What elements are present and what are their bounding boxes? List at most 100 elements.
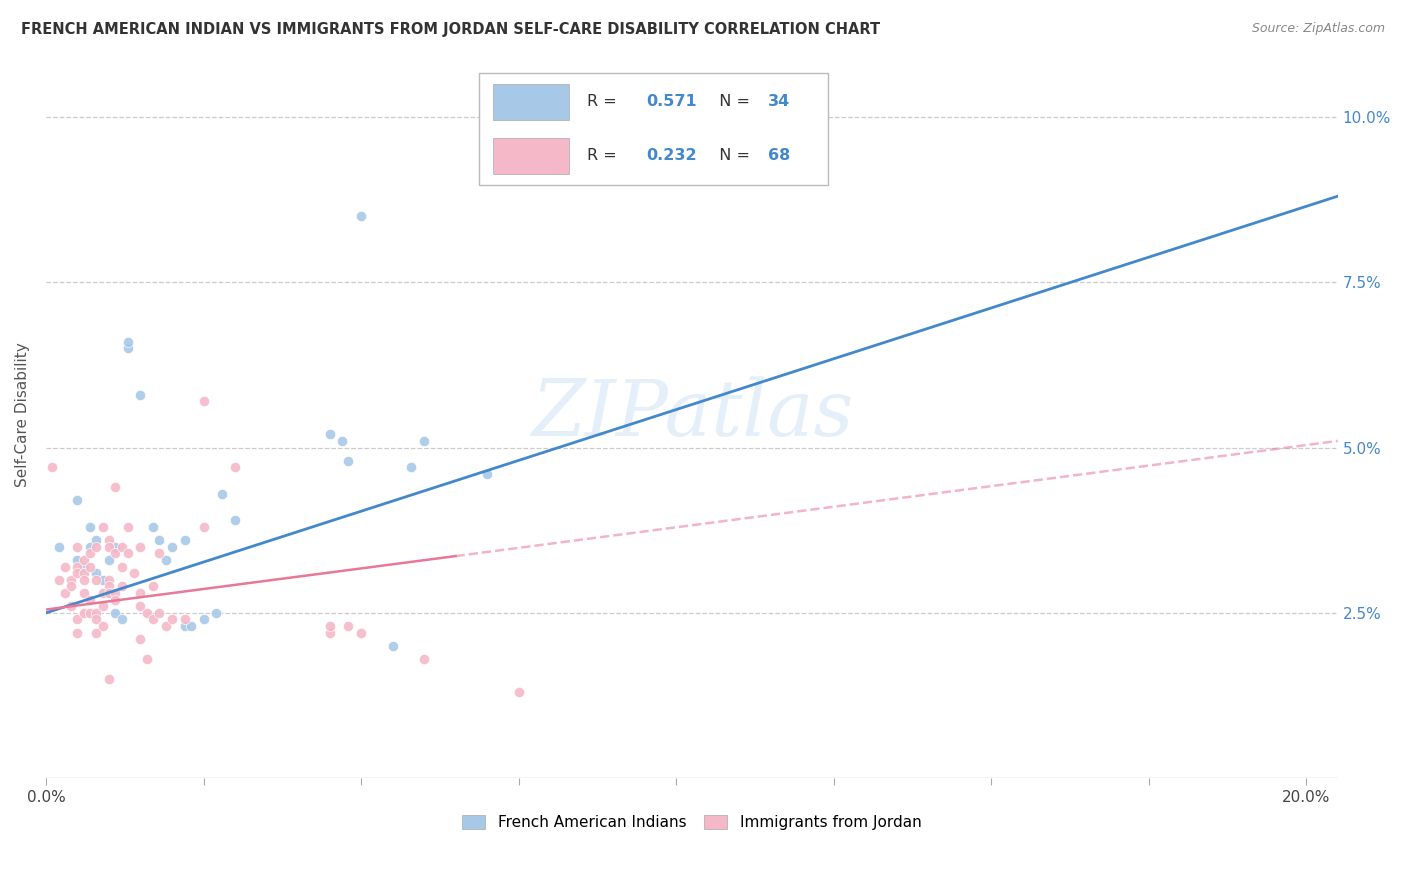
Point	[91, 520, 114, 534]
Point	[86, 573, 108, 587]
Point	[173, 612, 195, 626]
Point	[86, 625, 108, 640]
Point	[98, 579, 121, 593]
Point	[381, 639, 404, 653]
Point	[73, 566, 96, 581]
Point	[142, 520, 165, 534]
Point	[60, 599, 83, 614]
Y-axis label: Self-Care Disability: Self-Care Disability	[15, 342, 30, 487]
Point	[86, 566, 108, 581]
Point	[104, 586, 127, 600]
Point	[98, 672, 121, 686]
Point	[129, 599, 152, 614]
Point	[60, 579, 83, 593]
Point	[73, 553, 96, 567]
Point	[73, 559, 96, 574]
Point	[66, 540, 89, 554]
Point	[66, 553, 89, 567]
Point	[79, 606, 101, 620]
Point	[91, 573, 114, 587]
Point	[142, 579, 165, 593]
Point	[160, 540, 183, 554]
Point	[104, 540, 127, 554]
Legend: French American Indians, Immigrants from Jordan: French American Indians, Immigrants from…	[457, 809, 928, 836]
Point	[98, 540, 121, 554]
Point	[48, 540, 70, 554]
Point	[142, 612, 165, 626]
Point	[79, 559, 101, 574]
Point	[350, 209, 373, 223]
Point	[79, 592, 101, 607]
Point	[79, 540, 101, 554]
Point	[79, 546, 101, 560]
Point	[53, 586, 76, 600]
Point	[53, 559, 76, 574]
Point	[180, 619, 202, 633]
Point	[129, 586, 152, 600]
Point	[401, 460, 423, 475]
Point	[193, 520, 215, 534]
Point	[66, 612, 89, 626]
Point	[173, 533, 195, 548]
Point	[66, 493, 89, 508]
Point	[66, 625, 89, 640]
Point	[475, 467, 498, 481]
Point	[110, 540, 132, 554]
Point	[98, 586, 121, 600]
Point	[86, 540, 108, 554]
Point	[318, 619, 340, 633]
Point	[110, 579, 132, 593]
Point	[211, 487, 233, 501]
Point	[41, 460, 63, 475]
Point	[350, 625, 373, 640]
Point	[173, 619, 195, 633]
Point	[318, 427, 340, 442]
Point	[224, 513, 246, 527]
Point	[155, 619, 177, 633]
Text: Source: ZipAtlas.com: Source: ZipAtlas.com	[1251, 22, 1385, 36]
Point	[98, 553, 121, 567]
Point	[104, 606, 127, 620]
Point	[98, 573, 121, 587]
Point	[508, 685, 530, 699]
Point	[110, 559, 132, 574]
Point	[117, 520, 139, 534]
Point	[135, 606, 157, 620]
Point	[318, 625, 340, 640]
Point	[413, 434, 436, 448]
Point	[73, 573, 96, 587]
Point	[135, 652, 157, 666]
Point	[337, 619, 360, 633]
Point	[91, 619, 114, 633]
Point	[330, 434, 353, 448]
Point	[337, 454, 360, 468]
Point	[117, 341, 139, 355]
Point	[86, 533, 108, 548]
Point	[148, 606, 170, 620]
Point	[193, 394, 215, 409]
Point	[224, 460, 246, 475]
Point	[160, 612, 183, 626]
Point	[86, 606, 108, 620]
Point	[571, 136, 593, 151]
Point	[98, 586, 121, 600]
Point	[91, 599, 114, 614]
Point	[155, 553, 177, 567]
Point	[413, 652, 436, 666]
Point	[110, 612, 132, 626]
Text: FRENCH AMERICAN INDIAN VS IMMIGRANTS FROM JORDAN SELF-CARE DISABILITY CORRELATIO: FRENCH AMERICAN INDIAN VS IMMIGRANTS FRO…	[21, 22, 880, 37]
Point	[98, 533, 121, 548]
Point	[122, 566, 145, 581]
Point	[104, 592, 127, 607]
Point	[129, 540, 152, 554]
Point	[205, 606, 228, 620]
Point	[104, 546, 127, 560]
Point	[117, 334, 139, 349]
Text: ZIPatlas: ZIPatlas	[530, 376, 853, 452]
Point	[91, 586, 114, 600]
Point	[66, 559, 89, 574]
Point	[66, 566, 89, 581]
Point	[104, 480, 127, 494]
Point	[86, 612, 108, 626]
Point	[129, 632, 152, 647]
